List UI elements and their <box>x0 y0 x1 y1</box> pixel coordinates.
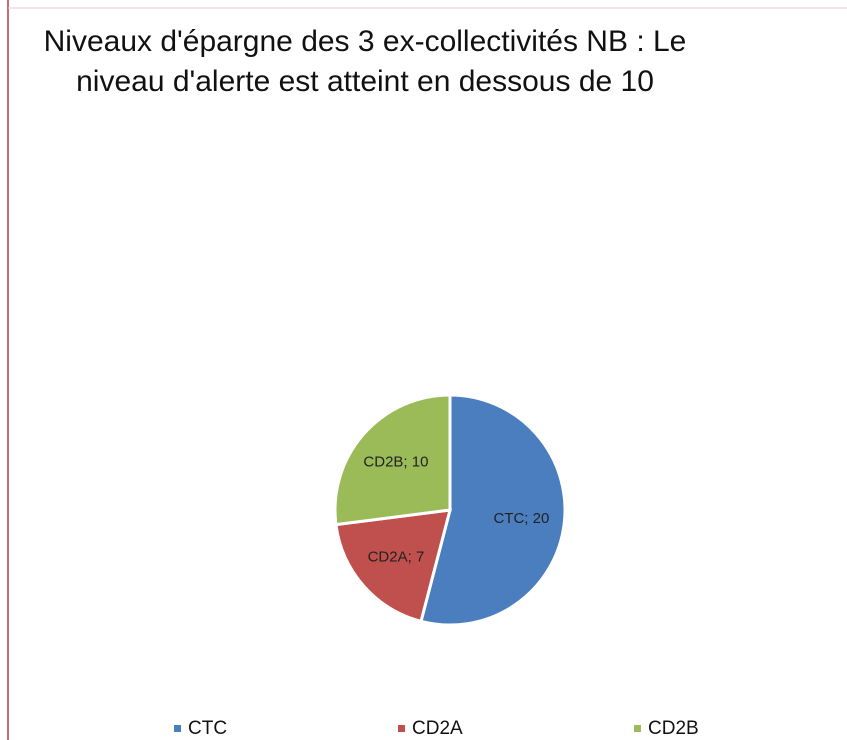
data-label: CD2A; 7 <box>368 549 425 566</box>
data-label: CTC; 20 <box>493 510 549 527</box>
legend-label: CD2B <box>648 718 699 739</box>
legend-label: CTC <box>188 718 227 739</box>
legend-marker <box>634 725 641 732</box>
pie-slice <box>334 508 453 624</box>
chart-title: Niveaux d'épargne des 3 ex-collectivités… <box>43 25 687 98</box>
legend-marker <box>398 725 405 732</box>
legend-marker <box>174 725 181 732</box>
pie-slice <box>419 393 567 627</box>
legend-label: CD2A <box>412 718 463 739</box>
data-label: CD2B; 10 <box>363 453 428 470</box>
pie-slice <box>333 393 452 527</box>
